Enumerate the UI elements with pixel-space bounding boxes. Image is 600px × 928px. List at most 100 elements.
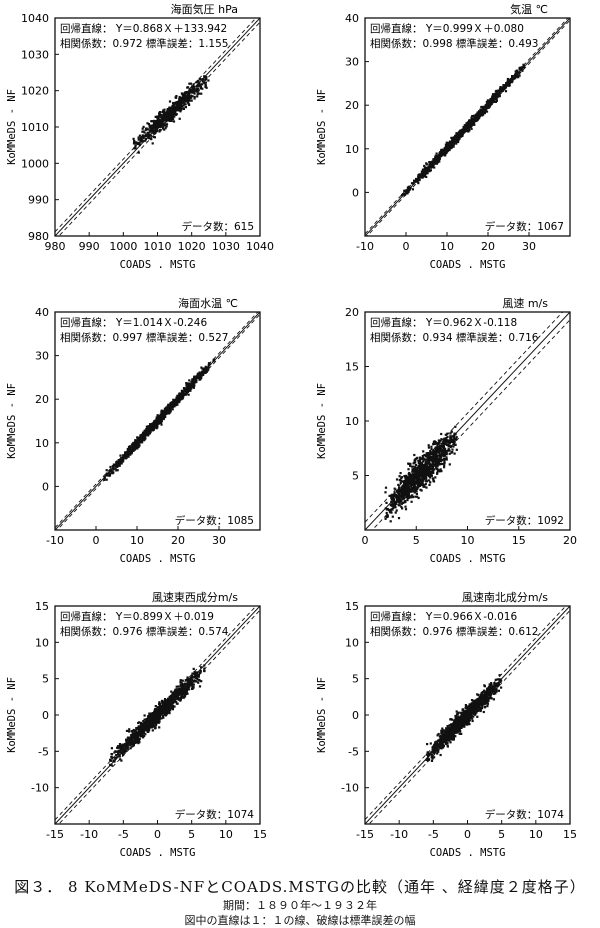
data-point <box>448 148 451 152</box>
data-point <box>400 502 403 505</box>
data-point <box>442 448 445 451</box>
data-point <box>186 90 189 94</box>
data-point <box>110 471 113 474</box>
data-point <box>441 151 444 154</box>
data-point <box>162 716 165 719</box>
data-point <box>197 83 200 86</box>
y-axis-label: KoMMeDS - NF <box>6 89 18 165</box>
data-point <box>444 148 447 151</box>
panel-title: 海面水温 ℃ <box>178 296 238 310</box>
data-point <box>136 438 139 441</box>
data-point <box>204 371 207 374</box>
data-point <box>149 137 152 140</box>
data-point <box>423 468 426 471</box>
data-point <box>199 85 202 88</box>
data-point <box>421 465 424 469</box>
data-point <box>435 452 438 455</box>
data-point <box>518 67 521 70</box>
data-point <box>502 84 505 87</box>
data-point <box>134 439 137 442</box>
data-point <box>489 101 492 104</box>
data-point <box>424 166 427 169</box>
data-point <box>449 440 452 443</box>
data-point <box>201 80 204 83</box>
data-point <box>427 473 430 476</box>
data-point <box>127 449 130 452</box>
data-point <box>198 374 201 377</box>
data-point <box>447 448 450 451</box>
data-point <box>110 764 113 767</box>
data-point <box>160 116 164 119</box>
data-point <box>430 472 433 475</box>
data-point <box>197 681 200 684</box>
data-point <box>138 733 141 736</box>
data-point <box>192 378 195 381</box>
data-point <box>172 398 175 401</box>
data-point <box>115 462 119 465</box>
data-point <box>139 724 142 727</box>
data-point <box>188 82 191 85</box>
data-point <box>118 755 121 758</box>
data-point <box>171 113 174 116</box>
x-tick-label: 1010 <box>144 240 172 253</box>
data-point <box>393 500 396 503</box>
data-point <box>430 458 433 461</box>
data-point <box>495 98 498 101</box>
data-point <box>443 437 446 440</box>
data-point <box>120 456 123 459</box>
data-point <box>482 110 485 113</box>
data-point <box>434 158 437 161</box>
data-point <box>439 439 442 442</box>
data-point <box>151 429 154 432</box>
data-point <box>404 474 407 477</box>
data-point <box>434 461 437 464</box>
data-point <box>174 688 177 691</box>
data-point <box>403 491 406 494</box>
data-point <box>190 683 193 686</box>
data-point <box>154 712 157 716</box>
data-point <box>173 106 176 109</box>
data-point <box>407 493 410 497</box>
data-point <box>127 451 130 455</box>
data-point <box>193 87 196 90</box>
data-point <box>131 449 134 452</box>
data-point <box>384 507 387 510</box>
data-point <box>474 117 478 120</box>
data-point <box>193 95 196 98</box>
data-point <box>501 86 504 89</box>
data-point <box>508 81 511 84</box>
data-point <box>451 451 454 454</box>
data-point <box>440 453 444 456</box>
data-point <box>163 414 166 417</box>
data-point <box>187 393 190 396</box>
data-point <box>403 190 406 193</box>
data-point <box>156 127 159 130</box>
data-point <box>169 108 172 111</box>
data-point <box>446 143 449 146</box>
data-point <box>427 169 430 172</box>
data-point <box>163 708 166 711</box>
data-point <box>160 412 163 415</box>
x-tick-label: 0 <box>403 240 410 253</box>
data-point <box>440 444 443 448</box>
data-point <box>449 432 452 435</box>
data-point <box>140 435 143 439</box>
data-point <box>455 136 458 139</box>
data-point <box>394 506 397 509</box>
data-point <box>145 727 148 730</box>
data-point <box>124 453 127 456</box>
data-point <box>189 82 192 85</box>
data-point <box>203 664 206 667</box>
data-point <box>435 155 438 158</box>
stats-text: 相関係数：0.997 標準誤差：0.527 <box>60 331 228 344</box>
data-point <box>419 466 422 469</box>
data-point <box>446 145 449 148</box>
data-point <box>507 78 510 81</box>
data-point <box>174 696 177 699</box>
data-point <box>191 685 194 688</box>
data-point <box>412 477 415 480</box>
data-point <box>438 441 441 444</box>
data-point <box>429 476 432 479</box>
data-point <box>403 193 406 196</box>
data-point <box>454 136 457 139</box>
